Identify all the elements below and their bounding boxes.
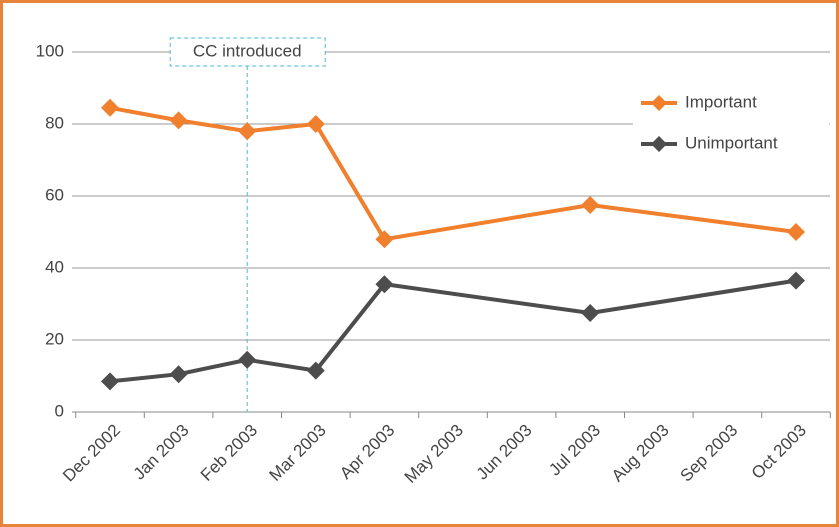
y-tick-label: 60	[45, 185, 64, 204]
point	[581, 304, 600, 322]
y-tick-label: 20	[45, 329, 64, 348]
annotation-text: CC introduced	[193, 41, 302, 60]
y-tick-label: 40	[45, 257, 64, 276]
point	[238, 350, 257, 369]
y-tick-label: 80	[45, 113, 64, 132]
legend-label: Important	[685, 92, 757, 111]
point	[787, 271, 805, 290]
legend-label: Unimportant	[685, 133, 778, 152]
annotation-box	[169, 37, 326, 67]
point	[169, 111, 188, 130]
point	[581, 196, 600, 214]
legend-marker	[651, 136, 667, 152]
y-tick-label: 100	[36, 41, 64, 60]
point	[169, 365, 188, 384]
point	[238, 122, 257, 141]
point	[375, 230, 394, 249]
y-tick-label: 0	[55, 401, 64, 420]
point	[375, 275, 394, 294]
point	[306, 361, 325, 380]
legend-marker	[651, 95, 667, 111]
point	[787, 223, 805, 241]
point	[101, 98, 119, 117]
point	[101, 372, 119, 391]
point	[306, 115, 325, 133]
